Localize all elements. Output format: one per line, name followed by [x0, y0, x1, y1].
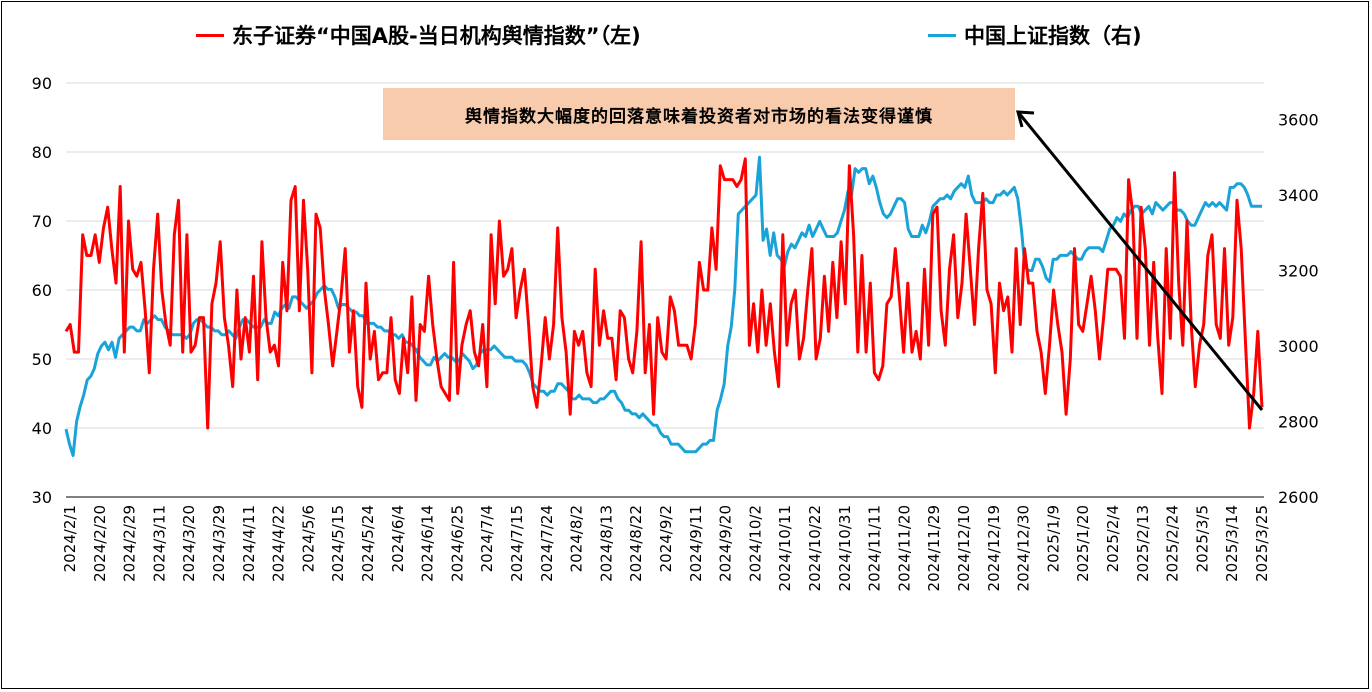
x-tick-group: 2024/11/20 — [895, 505, 913, 591]
x-tick-group: 2024/6/4 — [389, 505, 407, 572]
x-tick-label: 2024/7/4 — [478, 505, 496, 572]
x-tick-label: 2024/3/11 — [150, 505, 168, 582]
x-tick-group: 2025/3/5 — [1193, 505, 1211, 572]
x-tick-label: 2024/10/31 — [836, 505, 854, 591]
x-tick-group: 2024/8/22 — [627, 505, 645, 582]
x-tick-group: 2024/3/20 — [180, 505, 198, 582]
x-tick-label: 2024/2/29 — [121, 505, 139, 582]
x-tick-group: 2025/2/13 — [1134, 505, 1152, 582]
x-tick-group: 2024/12/30 — [1015, 505, 1033, 591]
x-tick-label: 2024/3/29 — [210, 505, 228, 582]
left-y-tick-label: 60 — [32, 281, 52, 300]
x-tick-group: 2024/9/20 — [717, 505, 735, 582]
right-y-tick-label: 3200 — [1278, 262, 1319, 281]
x-tick-group: 2024/10/31 — [836, 505, 854, 591]
left-y-tick-label: 40 — [32, 419, 52, 438]
x-tick-label: 2024/12/10 — [955, 505, 973, 591]
x-tick-group: 2024/9/11 — [687, 505, 705, 582]
series-line-sentiment-index — [66, 159, 1262, 428]
x-tick-group: 2024/10/11 — [776, 505, 794, 591]
x-tick-group: 2024/7/15 — [508, 505, 526, 582]
x-tick-label: 2024/10/11 — [776, 505, 794, 591]
x-tick-group: 2024/6/14 — [419, 505, 437, 582]
x-tick-label: 2024/9/2 — [657, 505, 675, 572]
x-tick-label: 2024/3/20 — [180, 505, 198, 582]
left-y-tick-label: 70 — [32, 212, 52, 231]
x-tick-group: 2024/3/11 — [150, 505, 168, 582]
annotation-box: 舆情指数大幅度的回落意味着投资者对市场的看法变得谨慎 — [383, 88, 1015, 140]
x-tick-group: 2024/4/22 — [270, 505, 288, 582]
left-y-tick-label: 50 — [32, 350, 52, 369]
x-tick-label: 2025/3/5 — [1193, 505, 1211, 572]
x-tick-group: 2024/6/25 — [448, 505, 466, 582]
annotation-text: 舆情指数大幅度的回落意味着投资者对市场的看法变得谨慎 — [465, 102, 933, 127]
x-tick-group: 2024/10/2 — [746, 505, 764, 582]
x-tick-label: 2024/6/4 — [389, 505, 407, 572]
x-tick-label: 2024/7/15 — [508, 505, 526, 582]
x-tick-label: 2025/2/4 — [1104, 505, 1122, 572]
x-tick-label: 2024/7/24 — [538, 505, 556, 582]
x-tick-group: 2025/2/24 — [1164, 505, 1182, 582]
x-tick-label: 2024/6/14 — [419, 505, 437, 582]
x-tick-label: 2024/8/2 — [568, 505, 586, 572]
left-y-tick-label: 80 — [32, 143, 52, 162]
x-tick-group: 2024/4/11 — [240, 505, 258, 582]
x-tick-group: 2024/3/29 — [210, 505, 228, 582]
x-tick-group: 2024/2/29 — [121, 505, 139, 582]
series-line-shanghai-index — [66, 157, 1262, 455]
x-tick-group: 2025/1/20 — [1074, 505, 1092, 582]
x-tick-label: 2024/4/11 — [240, 505, 258, 582]
x-tick-label: 2024/11/20 — [895, 505, 913, 591]
x-tick-label: 2024/8/13 — [597, 505, 615, 582]
right-y-tick-label: 2600 — [1278, 488, 1319, 507]
x-tick-group: 2024/11/29 — [925, 505, 943, 591]
x-tick-group: 2024/12/19 — [985, 505, 1003, 591]
x-tick-label: 2025/2/13 — [1134, 505, 1152, 582]
x-tick-group: 2024/12/10 — [955, 505, 973, 591]
x-tick-group: 2024/5/15 — [329, 505, 347, 582]
x-tick-label: 2025/3/14 — [1223, 505, 1241, 582]
x-tick-label: 2024/12/30 — [1015, 505, 1033, 591]
x-tick-group: 2024/10/22 — [806, 505, 824, 591]
x-tick-label: 2024/4/22 — [270, 505, 288, 582]
x-tick-label: 2024/5/6 — [299, 505, 317, 572]
x-tick-group: 2024/7/24 — [538, 505, 556, 582]
right-y-tick-label: 3000 — [1278, 337, 1319, 356]
x-tick-label: 2024/2/20 — [91, 505, 109, 582]
x-tick-group: 2025/3/25 — [1253, 505, 1271, 582]
x-tick-group: 2024/7/4 — [478, 505, 496, 572]
right-y-tick-label: 3400 — [1278, 186, 1319, 205]
x-tick-label: 2024/12/19 — [985, 505, 1003, 591]
right-y-tick-label: 3600 — [1278, 111, 1319, 130]
x-tick-label: 2025/2/24 — [1164, 505, 1182, 582]
x-tick-label: 2024/8/22 — [627, 505, 645, 582]
left-y-tick-label: 30 — [32, 488, 52, 507]
x-tick-label: 2024/2/1 — [61, 505, 79, 572]
left-y-tick-label: 90 — [32, 74, 52, 93]
x-tick-label: 2025/3/25 — [1253, 505, 1271, 582]
x-tick-label: 2024/11/11 — [866, 505, 884, 591]
x-tick-label: 2025/1/20 — [1074, 505, 1092, 582]
x-tick-group: 2024/5/24 — [359, 505, 377, 582]
x-tick-group: 2024/11/11 — [866, 505, 884, 591]
x-tick-label: 2024/11/29 — [925, 505, 943, 591]
x-tick-label: 2024/9/11 — [687, 505, 705, 582]
x-tick-label: 2024/10/2 — [746, 505, 764, 582]
x-tick-group: 2024/8/2 — [568, 505, 586, 572]
x-tick-group: 2025/2/4 — [1104, 505, 1122, 572]
right-y-tick-label: 2800 — [1278, 413, 1319, 432]
x-tick-label: 2025/1/9 — [1044, 505, 1062, 572]
x-tick-label: 2024/6/25 — [448, 505, 466, 582]
x-tick-group: 2024/9/2 — [657, 505, 675, 572]
x-tick-group: 2024/5/6 — [299, 505, 317, 572]
x-tick-group: 2024/2/20 — [91, 505, 109, 582]
x-tick-label: 2024/9/20 — [717, 505, 735, 582]
x-tick-label: 2024/10/22 — [806, 505, 824, 591]
x-tick-label: 2024/5/15 — [329, 505, 347, 582]
x-tick-group: 2025/3/14 — [1223, 505, 1241, 582]
x-tick-group: 2024/8/13 — [597, 505, 615, 582]
x-tick-label: 2024/5/24 — [359, 505, 377, 582]
x-tick-group: 2025/1/9 — [1044, 505, 1062, 572]
x-tick-group: 2024/2/1 — [61, 505, 79, 572]
